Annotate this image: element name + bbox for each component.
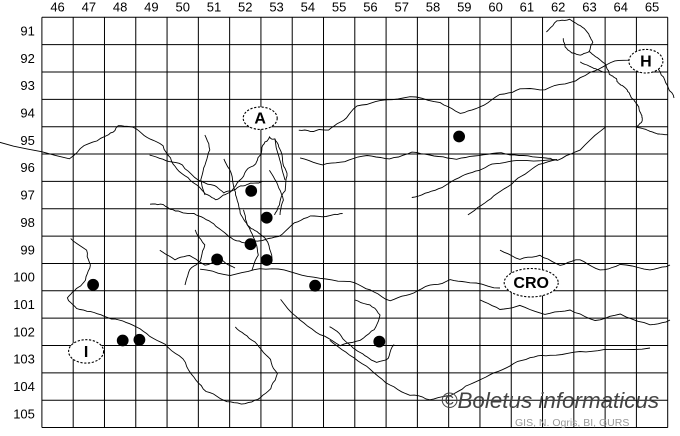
svg-text:H: H bbox=[640, 54, 652, 71]
svg-text:57: 57 bbox=[394, 0, 408, 14]
svg-text:51: 51 bbox=[207, 0, 221, 14]
svg-text:55: 55 bbox=[332, 0, 346, 14]
svg-text:95: 95 bbox=[20, 133, 34, 148]
svg-text:48: 48 bbox=[113, 0, 127, 14]
svg-text:91: 91 bbox=[20, 23, 34, 38]
svg-text:CRO: CRO bbox=[513, 275, 549, 292]
svg-text:65: 65 bbox=[645, 0, 659, 14]
svg-text:105: 105 bbox=[13, 406, 35, 421]
svg-text:I: I bbox=[84, 344, 88, 361]
svg-text:63: 63 bbox=[582, 0, 596, 14]
svg-text:©Boletus informaticus: ©Boletus informaticus bbox=[441, 388, 659, 413]
svg-text:52: 52 bbox=[238, 0, 252, 14]
svg-text:GIS, N. Ogris, BI, GURS: GIS, N. Ogris, BI, GURS bbox=[515, 417, 629, 429]
svg-text:93: 93 bbox=[20, 78, 34, 93]
svg-text:53: 53 bbox=[269, 0, 283, 14]
svg-text:98: 98 bbox=[20, 215, 34, 230]
svg-text:49: 49 bbox=[144, 0, 158, 14]
svg-text:99: 99 bbox=[20, 242, 34, 257]
svg-text:103: 103 bbox=[13, 352, 35, 367]
svg-text:102: 102 bbox=[13, 324, 35, 339]
svg-text:62: 62 bbox=[551, 0, 565, 14]
svg-text:60: 60 bbox=[488, 0, 502, 14]
svg-text:47: 47 bbox=[82, 0, 96, 14]
svg-text:61: 61 bbox=[520, 0, 534, 14]
svg-text:54: 54 bbox=[301, 0, 315, 14]
svg-text:94: 94 bbox=[20, 106, 34, 121]
svg-text:96: 96 bbox=[20, 160, 34, 175]
svg-text:46: 46 bbox=[50, 0, 64, 14]
svg-text:56: 56 bbox=[363, 0, 377, 14]
svg-text:100: 100 bbox=[13, 270, 35, 285]
svg-text:64: 64 bbox=[614, 0, 628, 14]
svg-text:101: 101 bbox=[13, 297, 35, 312]
svg-text:104: 104 bbox=[13, 379, 35, 394]
svg-text:92: 92 bbox=[20, 51, 34, 66]
svg-text:59: 59 bbox=[457, 0, 471, 14]
svg-text:97: 97 bbox=[20, 188, 34, 203]
svg-text:58: 58 bbox=[426, 0, 440, 14]
svg-text:A: A bbox=[254, 111, 266, 128]
svg-text:50: 50 bbox=[175, 0, 189, 14]
